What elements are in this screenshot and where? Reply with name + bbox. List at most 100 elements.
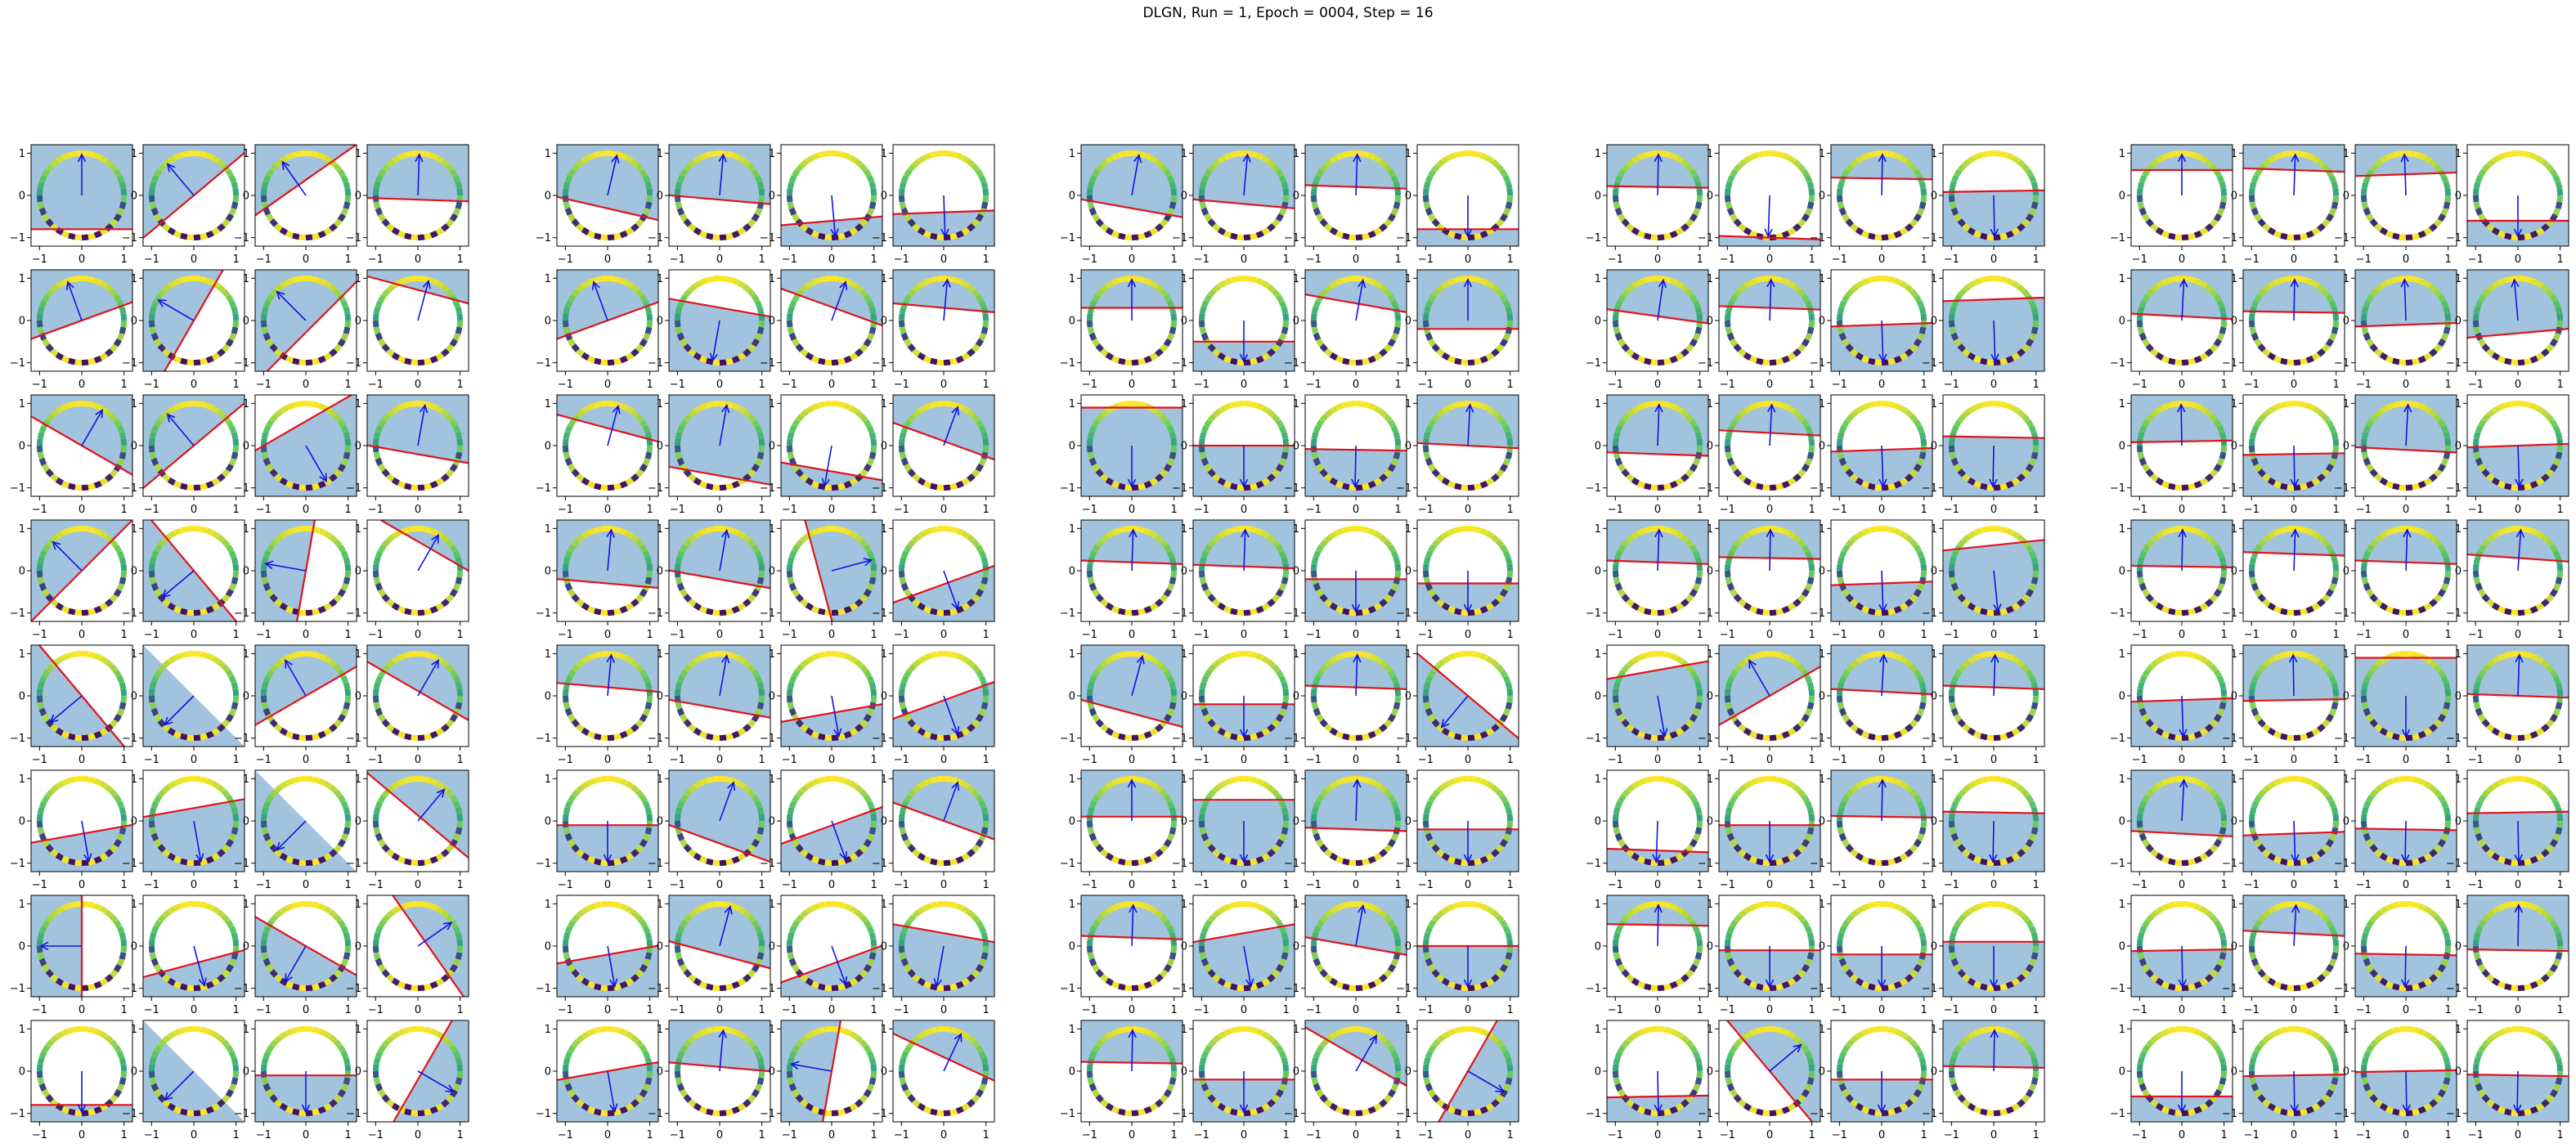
ring-segment [1092, 544, 1101, 554]
ring-segment [981, 326, 989, 334]
y-tick-label: −1 [872, 232, 887, 244]
ring-segment [298, 525, 307, 532]
ring-segment [61, 730, 70, 739]
ring-segment [961, 226, 971, 235]
ring-segment [2216, 550, 2225, 559]
ring-segment [263, 457, 272, 466]
ring-segment [2473, 451, 2481, 460]
ring-segment [1166, 582, 1175, 591]
y-tick-label: 1 [243, 148, 249, 160]
ring-segment [149, 307, 157, 315]
ring-segment [1316, 213, 1325, 222]
ring-segment [1618, 338, 1627, 348]
ring-segment [150, 675, 159, 684]
ring-segment [563, 432, 571, 440]
ring-segment [1837, 182, 1845, 190]
decision-boundary [781, 287, 882, 327]
ring-segment [343, 307, 351, 315]
ring-segment [274, 348, 283, 357]
ring-segment [397, 230, 406, 239]
ring-segment [1454, 357, 1462, 365]
y-tick-label: 0 [1405, 566, 1411, 578]
ring-segment [173, 402, 182, 411]
ring-segment [1212, 598, 1221, 608]
ring-segment [42, 713, 51, 723]
ring-segment [378, 168, 387, 178]
ring-segment [217, 659, 226, 669]
y-tick-label: 0 [657, 191, 663, 203]
ring-segment [1626, 473, 1635, 482]
ring-segment [2300, 608, 2308, 616]
ring-segment [1957, 164, 1967, 173]
ring-segment [2440, 425, 2449, 434]
ring-segment [725, 651, 734, 659]
ring-segment [1474, 276, 1482, 284]
ring-segment [568, 168, 577, 178]
ring-segment [231, 307, 239, 315]
ring-segment [329, 598, 338, 608]
weight-arrow [1993, 570, 1999, 612]
y-tick-label: 1 [881, 148, 887, 160]
ring-segment [1149, 280, 1159, 289]
ring-segment [2473, 182, 2481, 190]
ring-segment [266, 419, 275, 428]
ring-segment [619, 402, 628, 411]
ring-segment [2504, 357, 2512, 365]
ring-segment [2535, 602, 2545, 611]
ring-segment [2032, 438, 2040, 446]
ring-segment [936, 400, 945, 407]
ring-segment [1163, 419, 1172, 428]
ring-segment [563, 451, 571, 460]
ring-segment [564, 675, 573, 684]
ring-segment [2213, 588, 2222, 598]
ring-segment [1212, 534, 1221, 544]
ring-segment [2317, 222, 2326, 232]
x-tick-label: 1 [121, 379, 128, 391]
ring-segment [1797, 469, 1806, 478]
ring-segment [1949, 557, 1957, 565]
ring-segment [37, 557, 45, 565]
ring-segment [1362, 401, 1370, 409]
weight-arrow-head [606, 528, 615, 538]
ring-segment [279, 280, 289, 289]
ring-segment [1319, 343, 1329, 352]
ring-segment [607, 650, 615, 657]
ring-segment [113, 713, 122, 723]
ring-segment [868, 557, 877, 565]
subplot-r2-c6: −1 0 1−101 [760, 394, 883, 516]
ring-segment [1950, 175, 1959, 184]
subplot-r1-c8: −1 0 1−101 [1060, 269, 1183, 391]
x-tick-label: −1 [1306, 629, 1322, 641]
x-tick-label: 1 [647, 379, 653, 391]
ring-segment [381, 719, 391, 728]
ring-segment [1423, 201, 1431, 209]
ring-segment [576, 159, 585, 168]
ring-segment [109, 719, 119, 728]
ring-segment [676, 457, 685, 466]
ring-segment [1454, 608, 1462, 616]
ring-segment [1223, 152, 1232, 161]
ring-segment [2433, 414, 2443, 423]
ring-segment [397, 277, 406, 286]
ring-segment [1335, 402, 1344, 411]
weight-arrow-head [2515, 528, 2525, 538]
ring-segment [1650, 609, 1658, 617]
ring-segment [269, 539, 279, 548]
ring-segment [1278, 457, 1287, 466]
ring-segment [1781, 355, 1790, 364]
ring-segment [150, 550, 159, 559]
ring-segment [2300, 357, 2308, 365]
ring-segment [1920, 195, 1928, 203]
ring-segment [639, 419, 648, 428]
ring-segment [1335, 230, 1344, 239]
ring-segment [55, 155, 65, 164]
ring-segment [337, 544, 346, 554]
ring-segment [754, 675, 763, 684]
ring-segment [411, 400, 419, 407]
ring-segment [1124, 484, 1133, 491]
ring-segment [2361, 326, 2369, 334]
ring-segment [1637, 480, 1646, 489]
ring-segment [904, 588, 913, 598]
ring-segment [676, 175, 685, 184]
